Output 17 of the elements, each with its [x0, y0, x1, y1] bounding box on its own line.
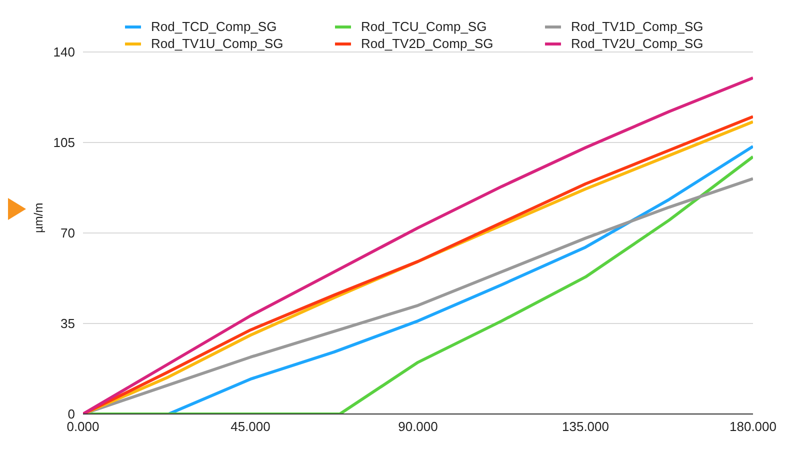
legend-label: Rod_TV2U_Comp_SG [571, 36, 704, 51]
y-tick-label: 0 [68, 406, 75, 422]
legend-label: Rod_TV2D_Comp_SG [361, 36, 494, 51]
legend-label: Rod_TV1U_Comp_SG [151, 36, 284, 51]
x-tick-label: 180.000 [730, 419, 776, 434]
legend-label: Rod_TV1D_Comp_SG [571, 19, 704, 34]
x-tick-label: 135.000 [562, 419, 609, 434]
legend-label: Rod_TCU_Comp_SG [361, 19, 487, 34]
y-tick-label: 70 [60, 226, 75, 241]
x-tick-label: 0.000 [66, 419, 100, 434]
y-tick-label: 35 [60, 316, 75, 332]
y-axis-title: µm/m [31, 202, 46, 233]
x-tick-label: 45.000 [230, 419, 270, 434]
legend-label: Rod_TCD_Comp_SG [151, 19, 277, 34]
y-tick-label: 140 [53, 44, 75, 60]
y-tick-label: 105 [53, 135, 75, 150]
x-tick-label: 90.000 [398, 419, 438, 434]
